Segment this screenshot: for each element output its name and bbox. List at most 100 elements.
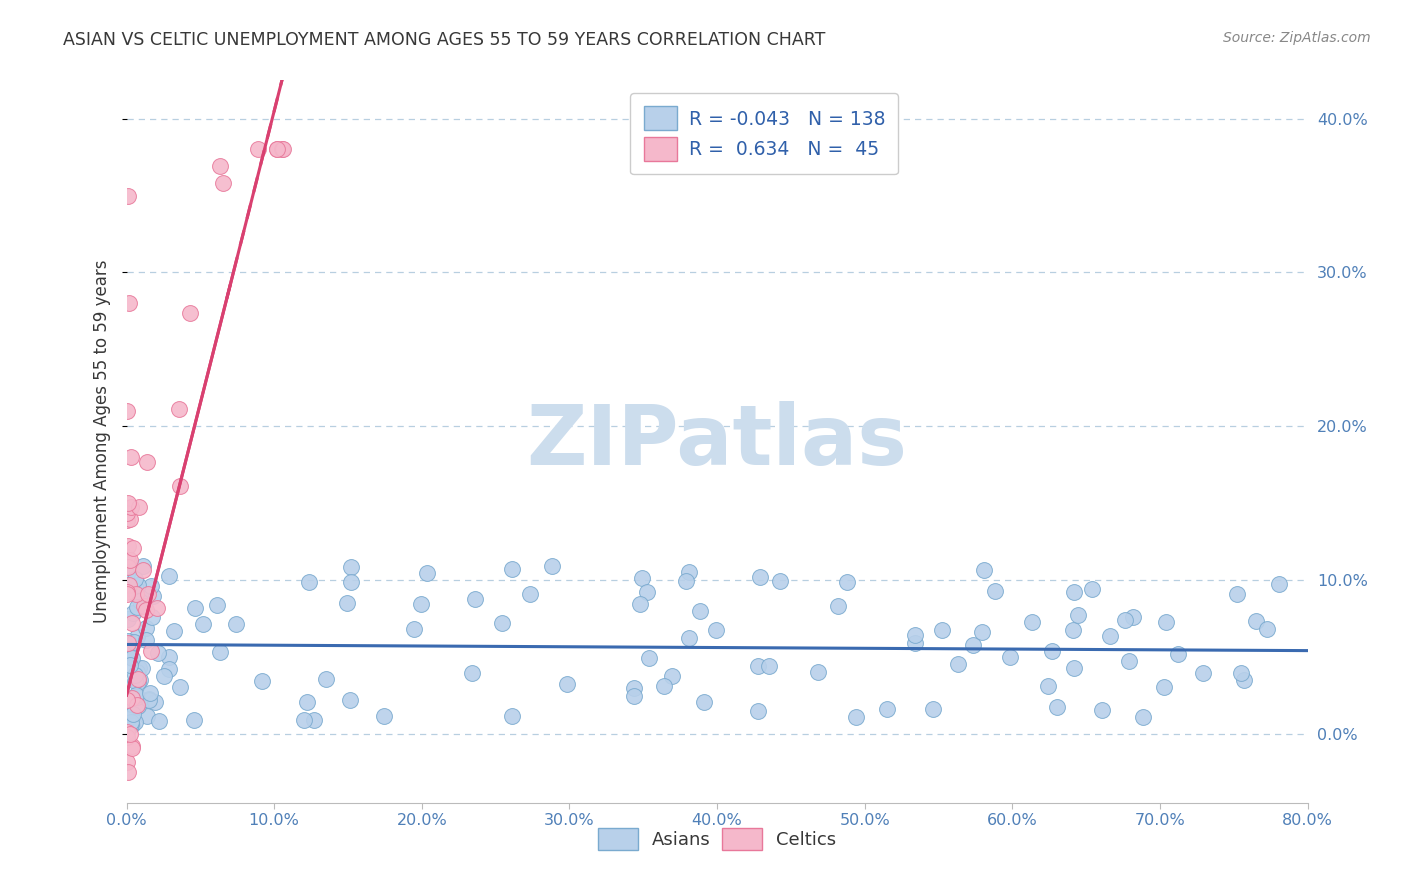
- Point: [212, 176, 235, 190]
- Point: [1122, 610, 1144, 624]
- Point: [128, 500, 150, 515]
- Point: [252, 674, 274, 689]
- Point: [135, 708, 157, 723]
- Point: [340, 560, 363, 574]
- Point: [117, 636, 139, 650]
- Point: [179, 306, 201, 320]
- Point: [689, 604, 711, 618]
- Point: [1067, 608, 1090, 623]
- Point: [768, 574, 790, 589]
- Point: [169, 680, 191, 694]
- Point: [117, 634, 139, 648]
- Point: [127, 699, 149, 714]
- Point: [141, 610, 163, 624]
- Y-axis label: Unemployment Among Ages 55 to 59 years: Unemployment Among Ages 55 to 59 years: [93, 260, 111, 624]
- Point: [1062, 623, 1084, 637]
- Point: [983, 584, 1005, 599]
- Point: [1229, 665, 1251, 680]
- Point: [118, 296, 141, 310]
- Point: [184, 600, 207, 615]
- Point: [209, 159, 232, 173]
- Point: [675, 574, 697, 589]
- Point: [266, 143, 288, 157]
- Point: [169, 479, 191, 493]
- Point: [120, 697, 142, 711]
- Point: [117, 550, 139, 565]
- Point: [973, 563, 995, 577]
- Point: [125, 630, 148, 644]
- Point: [297, 574, 319, 589]
- Point: [157, 650, 180, 665]
- Point: [1167, 647, 1189, 661]
- Point: [132, 563, 155, 577]
- Point: [122, 707, 145, 722]
- Point: [464, 592, 486, 607]
- Point: [115, 693, 138, 707]
- Point: [139, 686, 162, 700]
- Point: [117, 496, 139, 510]
- Point: [623, 681, 645, 696]
- Point: [124, 572, 146, 586]
- Point: [678, 565, 700, 579]
- Point: [191, 617, 214, 632]
- Point: [491, 616, 513, 631]
- Point: [962, 638, 984, 652]
- Point: [747, 659, 769, 673]
- Point: [117, 587, 139, 601]
- Point: [163, 624, 186, 638]
- Point: [127, 578, 149, 592]
- Point: [1114, 613, 1136, 627]
- Point: [134, 632, 156, 647]
- Point: [121, 741, 143, 756]
- Point: [121, 607, 143, 621]
- Point: [519, 587, 541, 601]
- Legend: Asians, Celtics: Asians, Celtics: [589, 819, 845, 859]
- Point: [167, 402, 190, 417]
- Point: [121, 616, 143, 631]
- Point: [315, 672, 337, 686]
- Point: [271, 143, 294, 157]
- Point: [339, 693, 361, 707]
- Point: [117, 552, 139, 566]
- Point: [411, 597, 433, 611]
- Point: [540, 559, 562, 574]
- Point: [115, 513, 138, 527]
- Point: [693, 695, 716, 709]
- Point: [117, 539, 139, 553]
- Point: [295, 695, 318, 709]
- Text: Source: ZipAtlas.com: Source: ZipAtlas.com: [1223, 31, 1371, 45]
- Point: [302, 713, 325, 727]
- Point: [146, 600, 169, 615]
- Point: [129, 673, 152, 688]
- Point: [845, 709, 868, 723]
- Point: [121, 690, 143, 705]
- Point: [1046, 700, 1069, 714]
- Point: [157, 569, 180, 583]
- Point: [121, 717, 143, 731]
- Point: [120, 657, 142, 672]
- Point: [183, 713, 205, 727]
- Point: [118, 578, 141, 592]
- Point: [835, 574, 858, 589]
- Point: [1063, 585, 1085, 599]
- Point: [125, 587, 148, 601]
- Point: [1226, 587, 1249, 601]
- Point: [138, 692, 160, 706]
- Point: [131, 661, 153, 675]
- Point: [555, 677, 578, 691]
- Point: [118, 512, 141, 526]
- Point: [127, 698, 149, 712]
- Point: [748, 570, 770, 584]
- Point: [661, 669, 683, 683]
- Point: [501, 709, 523, 723]
- Point: [904, 628, 927, 642]
- Point: [336, 596, 359, 610]
- Point: [145, 695, 167, 709]
- Point: [876, 701, 898, 715]
- Point: [292, 713, 315, 727]
- Point: [1091, 703, 1114, 717]
- Text: ZIPatlas: ZIPatlas: [527, 401, 907, 482]
- Point: [121, 651, 143, 665]
- Point: [142, 589, 165, 603]
- Point: [758, 659, 780, 673]
